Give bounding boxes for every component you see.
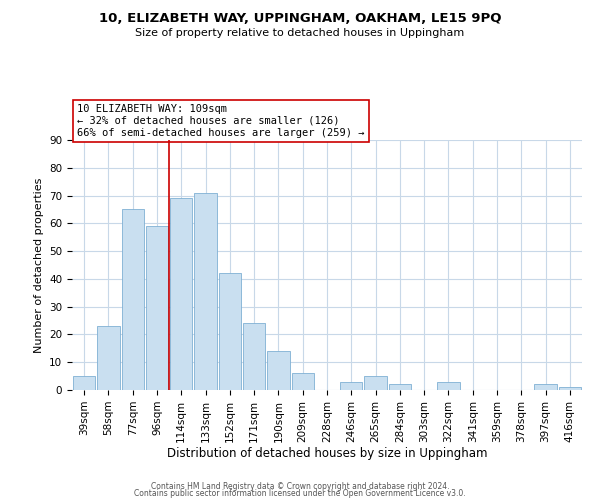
Bar xyxy=(267,351,290,390)
Bar xyxy=(364,376,387,390)
X-axis label: Distribution of detached houses by size in Uppingham: Distribution of detached houses by size … xyxy=(167,448,487,460)
Bar xyxy=(559,387,581,390)
Text: Contains public sector information licensed under the Open Government Licence v3: Contains public sector information licen… xyxy=(134,488,466,498)
Bar xyxy=(97,326,119,390)
Bar xyxy=(292,374,314,390)
Text: Size of property relative to detached houses in Uppingham: Size of property relative to detached ho… xyxy=(136,28,464,38)
Bar xyxy=(437,382,460,390)
Text: 10 ELIZABETH WAY: 109sqm
← 32% of detached houses are smaller (126)
66% of semi-: 10 ELIZABETH WAY: 109sqm ← 32% of detach… xyxy=(77,104,365,138)
Bar xyxy=(243,324,265,390)
Bar xyxy=(122,210,144,390)
Bar xyxy=(389,384,411,390)
Bar xyxy=(170,198,193,390)
Y-axis label: Number of detached properties: Number of detached properties xyxy=(34,178,44,352)
Text: 10, ELIZABETH WAY, UPPINGHAM, OAKHAM, LE15 9PQ: 10, ELIZABETH WAY, UPPINGHAM, OAKHAM, LE… xyxy=(99,12,501,26)
Bar xyxy=(340,382,362,390)
Bar xyxy=(194,193,217,390)
Bar xyxy=(146,226,168,390)
Text: Contains HM Land Registry data © Crown copyright and database right 2024.: Contains HM Land Registry data © Crown c… xyxy=(151,482,449,491)
Bar xyxy=(218,274,241,390)
Bar xyxy=(535,384,557,390)
Bar xyxy=(73,376,95,390)
